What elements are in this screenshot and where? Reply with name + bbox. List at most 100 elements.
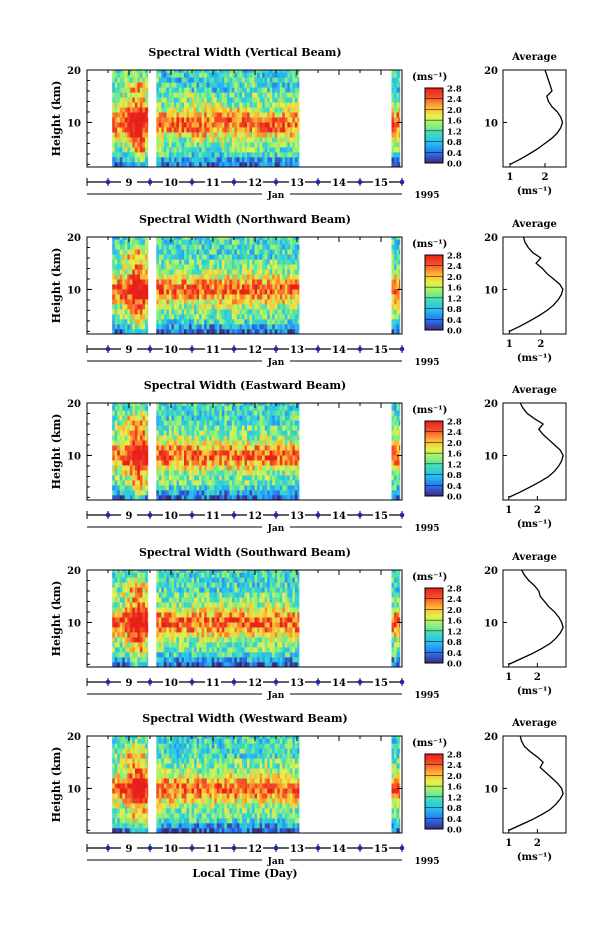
avg-y-tick-label: 20 xyxy=(484,233,498,244)
time-axis-marker xyxy=(148,680,153,685)
time-axis-marker xyxy=(400,846,405,851)
time-axis-marker xyxy=(358,680,363,685)
x-tick-label: 12 xyxy=(248,345,262,356)
panel-title: Spectral Width (Southward Beam) xyxy=(139,546,351,559)
colorbar-tick-label: 2.8 xyxy=(447,252,462,262)
colorbar-tick-label: 0.8 xyxy=(447,305,462,315)
month-label: Jan xyxy=(267,691,285,701)
x-tick-label: 15 xyxy=(374,511,388,522)
x-tick-label: 11 xyxy=(206,678,220,689)
y-tick-label: 20 xyxy=(67,233,81,244)
time-axis-marker xyxy=(232,513,237,518)
time-axis-marker xyxy=(148,347,153,352)
x-tick-label: 10 xyxy=(164,844,178,855)
x-tick-label: 12 xyxy=(248,844,262,855)
time-axis-marker xyxy=(232,180,237,185)
avg-y-tick-label: 20 xyxy=(484,399,498,410)
panel-2: Spectral Width (Northward Beam)1020Heigh… xyxy=(50,213,566,368)
y-tick-label: 10 xyxy=(67,451,81,462)
x-tick-label: 14 xyxy=(332,844,346,855)
colorbar-tick-label: 2.4 xyxy=(447,95,462,105)
colorbar-tick-label: 2.0 xyxy=(447,772,462,782)
colorbar-unit: (ms⁻¹) xyxy=(412,72,447,83)
time-axis-marker xyxy=(148,846,153,851)
time-axis-marker xyxy=(106,347,111,352)
x-tick-label: 13 xyxy=(290,178,304,189)
y-axis-label: Height (km) xyxy=(50,581,63,657)
colorbar-tick-label: 0.4 xyxy=(447,482,462,492)
time-axis-marker xyxy=(316,180,321,185)
colorbar-tick-label: 0.0 xyxy=(447,160,462,170)
time-axis-marker xyxy=(190,347,195,352)
time-axis-marker xyxy=(316,347,321,352)
colorbar-tick-label: 0.0 xyxy=(447,493,462,503)
colorbar-unit: (ms⁻¹) xyxy=(412,738,447,749)
year-label: 1995 xyxy=(414,191,439,201)
time-axis-marker xyxy=(190,846,195,851)
time-axis-marker xyxy=(106,513,111,518)
avg-x-tick-label: 1 xyxy=(506,339,513,350)
time-axis-marker xyxy=(400,347,405,352)
y-axis-label: Height (km) xyxy=(50,747,63,823)
y-axis-label: Height (km) xyxy=(50,248,63,324)
heatmap-image xyxy=(112,403,400,500)
average-title: Average xyxy=(511,718,557,729)
time-axis-marker xyxy=(274,180,279,185)
x-tick-label: 9 xyxy=(126,678,133,689)
avg-y-tick-label: 10 xyxy=(484,618,498,629)
year-label: 1995 xyxy=(414,358,439,368)
avg-y-tick-label: 20 xyxy=(484,566,498,577)
average-x-label: (ms⁻¹) xyxy=(517,353,552,364)
avg-x-tick-label: 1 xyxy=(505,672,512,683)
colorbar xyxy=(425,88,443,163)
heatmap-image xyxy=(112,70,400,167)
x-axis-label: Local Time (Day) xyxy=(192,867,297,880)
x-tick-label: 14 xyxy=(332,345,346,356)
y-tick-label: 20 xyxy=(67,732,81,743)
colorbar-tick-label: 1.2 xyxy=(447,127,462,137)
time-axis-marker xyxy=(400,180,405,185)
x-tick-label: 10 xyxy=(164,178,178,189)
y-tick-label: 10 xyxy=(67,118,81,129)
colorbar-tick-label: 2.8 xyxy=(447,85,462,95)
x-tick-label: 13 xyxy=(290,844,304,855)
month-label: Jan xyxy=(267,358,285,368)
colorbar-tick-label: 1.6 xyxy=(447,117,462,127)
time-axis-marker xyxy=(232,680,237,685)
avg-y-tick-label: 10 xyxy=(484,118,498,129)
heatmap-image xyxy=(112,570,400,667)
colorbar-tick-label: 1.2 xyxy=(447,460,462,470)
y-axis-label: Height (km) xyxy=(50,414,63,490)
time-axis-marker xyxy=(106,680,111,685)
x-tick-label: 15 xyxy=(374,345,388,356)
y-tick-label: 10 xyxy=(67,784,81,795)
month-label: Jan xyxy=(267,524,285,534)
colorbar-tick-label: 0.4 xyxy=(447,316,462,326)
time-axis-marker xyxy=(274,513,279,518)
avg-y-tick-label: 20 xyxy=(484,732,498,743)
time-axis-marker xyxy=(316,846,321,851)
colorbar-tick-label: 1.2 xyxy=(447,627,462,637)
year-label: 1995 xyxy=(414,524,439,534)
avg-x-tick-label: 2 xyxy=(534,505,541,516)
colorbar-tick-label: 2.8 xyxy=(447,418,462,428)
avg-x-tick-label: 1 xyxy=(507,172,514,183)
colorbar-tick-label: 2.0 xyxy=(447,106,462,116)
average-x-label: (ms⁻¹) xyxy=(517,186,552,197)
avg-x-tick-label: 1 xyxy=(505,505,512,516)
x-tick-label: 9 xyxy=(126,178,133,189)
x-tick-label: 15 xyxy=(374,844,388,855)
average-frame xyxy=(503,237,566,334)
x-tick-label: 9 xyxy=(126,844,133,855)
x-tick-label: 10 xyxy=(164,345,178,356)
heatmap-image xyxy=(112,736,400,833)
colorbar-unit: (ms⁻¹) xyxy=(412,405,447,416)
x-tick-label: 9 xyxy=(126,511,133,522)
x-tick-label: 11 xyxy=(206,345,220,356)
time-axis-marker xyxy=(358,513,363,518)
colorbar xyxy=(425,588,443,663)
colorbar-tick-label: 0.4 xyxy=(447,149,462,159)
y-tick-label: 10 xyxy=(67,285,81,296)
colorbar-tick-label: 1.2 xyxy=(447,793,462,803)
colorbar-tick-label: 2.0 xyxy=(447,439,462,449)
